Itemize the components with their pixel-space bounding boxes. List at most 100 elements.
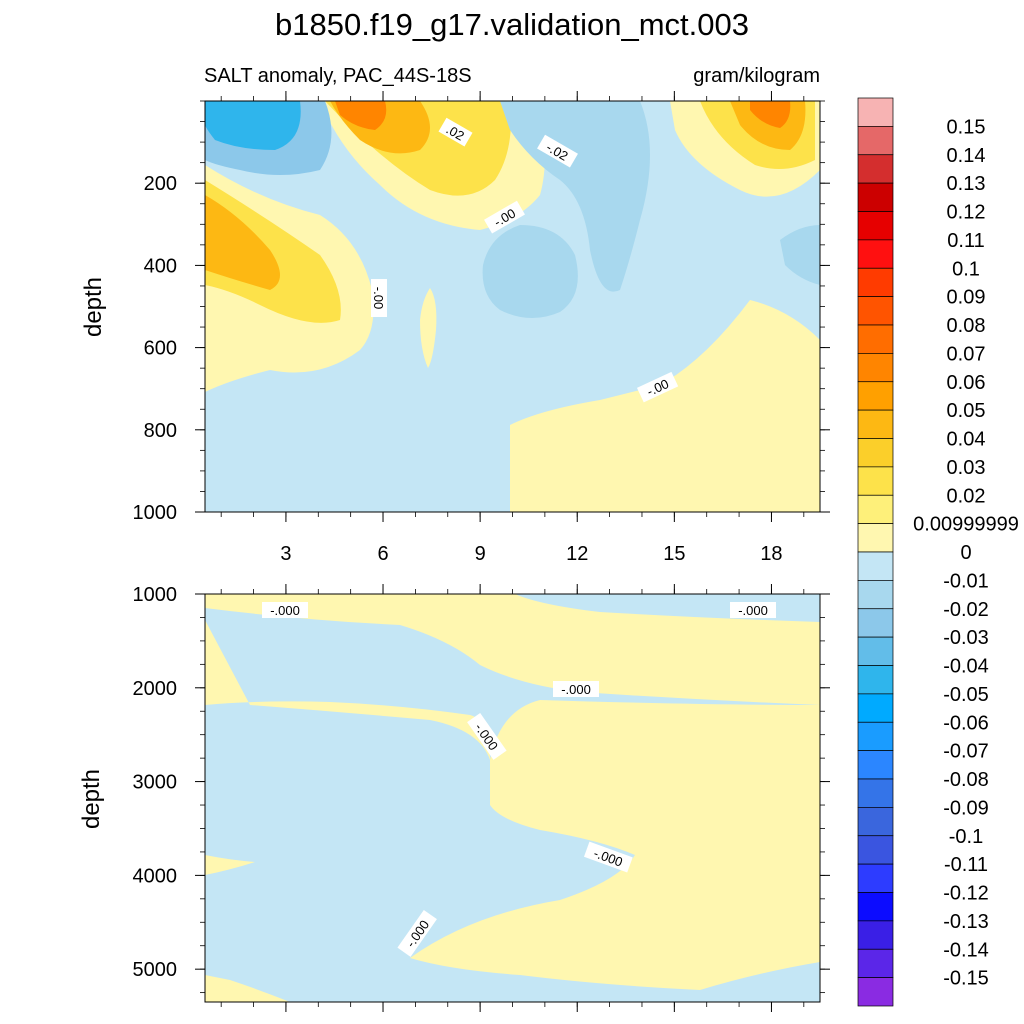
colorbar-swatch <box>857 523 894 553</box>
contour-label: -.00 <box>371 279 387 317</box>
contour-label: -.000 <box>730 602 776 618</box>
y-tick-label: 200 <box>144 173 177 195</box>
colorbar-label: 0.06 <box>947 372 986 394</box>
y-tick-label: 400 <box>144 255 177 277</box>
colorbar-label: 0.05 <box>947 400 986 422</box>
chart-title: b1850.f19_g17.validation_mct.003 <box>275 7 749 42</box>
colorbar-swatch <box>857 636 894 666</box>
colorbar-label: -0.13 <box>943 911 989 933</box>
chart-subtitle-left: SALT anomaly, PAC_44S-18S <box>204 65 472 87</box>
colorbar-swatch <box>857 750 894 780</box>
colorbar-swatch <box>857 494 894 524</box>
lower-region-upper-positive <box>205 594 820 705</box>
colorbar-label: 0.13 <box>947 173 986 195</box>
lower-region-west-tip <box>205 855 255 875</box>
colorbar-label: 0.14 <box>947 145 986 167</box>
colorbar-swatch <box>857 721 894 751</box>
contour-label-text: -.000 <box>738 603 768 618</box>
x-tick-label: 9 <box>475 543 486 565</box>
contour-label-bg <box>262 602 308 618</box>
colorbar-label: 0.03 <box>947 457 986 479</box>
colorbar-swatch <box>857 154 894 184</box>
colorbar-label: 0.00999999 <box>913 514 1019 536</box>
contour-label-text: -.000 <box>561 682 591 697</box>
colorbar-swatch <box>857 353 894 383</box>
colorbar-label: -0.12 <box>943 883 989 905</box>
x-tick-label: 12 <box>566 543 588 565</box>
colorbar-swatch <box>857 239 894 269</box>
y-tick-label: 1000 <box>133 502 178 524</box>
contour-label: -.000 <box>262 602 308 618</box>
contour-label-bg <box>730 602 776 618</box>
colorbar-label: -0.05 <box>943 684 989 706</box>
upper-region-west-subsurface-04 <box>205 195 280 290</box>
colorbar-label: -0.08 <box>943 769 989 791</box>
colorbar-swatch <box>857 466 894 496</box>
colorbar-swatch <box>857 381 894 411</box>
colorbar-label: 0.1 <box>952 258 980 280</box>
colorbar-label: 0.15 <box>947 116 986 138</box>
colorbar-swatch <box>857 977 894 1007</box>
colorbar-swatch <box>857 863 894 893</box>
lower-panel <box>204 593 821 1003</box>
x-tick-label: 3 <box>280 543 291 565</box>
colorbar-label: 0.07 <box>947 343 986 365</box>
colorbar-swatch <box>857 409 894 439</box>
colorbar-swatch <box>857 665 894 695</box>
colorbar-label: 0.12 <box>947 202 986 224</box>
contour-label-bg <box>553 681 599 697</box>
lower-region-bottom-positive <box>205 975 290 1002</box>
colorbar-swatch <box>857 693 894 723</box>
upper-panel <box>204 100 821 513</box>
axes-layer: 3 6 9 12 15 18 200 400 600 800 1000 1000 2000 3000 400… <box>133 91 830 1012</box>
colorbar-label: -0.14 <box>943 939 989 961</box>
colorbar-swatch <box>857 778 894 808</box>
y-tick-label: 4000 <box>133 865 178 887</box>
contour-label-bg <box>467 712 507 760</box>
upper-region-east-07 <box>750 101 791 128</box>
contour-label-bg <box>636 371 679 403</box>
colorbar-swatch <box>857 551 894 581</box>
colorbar-label: -0.15 <box>943 968 989 990</box>
colorbar-swatch <box>857 948 894 978</box>
colorbar-swatch <box>857 211 894 241</box>
colorbar-label: 0.02 <box>947 485 986 507</box>
colorbar-label: 0 <box>960 542 971 564</box>
contour-label: -.00 <box>484 200 525 234</box>
upper-region-west-negative-04 <box>205 101 301 150</box>
colorbar: 0.15 0.14 0.13 0.12 0.11 0.1 0.09 0.08 0.07 0.06 0… <box>857 97 1019 1007</box>
y-tick-label: 3000 <box>133 772 178 794</box>
contour-label-bg <box>484 200 525 234</box>
colorbar-label: -0.07 <box>943 741 989 763</box>
colorbar-swatch <box>857 126 894 156</box>
upper-region-negative-patch <box>482 225 578 319</box>
colorbar-swatch <box>857 920 894 950</box>
y-tick-label: 600 <box>144 338 177 360</box>
colorbar-label: -0.11 <box>944 854 988 876</box>
colorbar-label: -0.02 <box>943 599 989 621</box>
colorbar-label: 0.08 <box>947 315 986 337</box>
contour-label-bg <box>583 841 633 873</box>
lower-y-axis-label: depth <box>78 769 105 829</box>
colorbar-label: -0.03 <box>943 627 989 649</box>
contour-label-bg <box>537 134 578 168</box>
colorbar-swatch <box>857 835 894 865</box>
colorbar-label: -0.01 <box>943 570 989 592</box>
colorbar-label: 0.04 <box>947 429 986 451</box>
colorbar-swatch <box>857 296 894 326</box>
y-tick-label: 2000 <box>133 678 178 700</box>
upper-region-west-edge-negative <box>780 225 820 285</box>
colorbar-swatch <box>857 580 894 610</box>
colorbar-swatch <box>857 892 894 922</box>
chart-subtitle-right: gram/kilogram <box>693 65 820 87</box>
colorbar-label: -0.09 <box>943 797 989 819</box>
colorbar-label: -0.1 <box>949 826 983 848</box>
colorbar-swatch <box>857 807 894 837</box>
contour-label-text: -.000 <box>270 603 300 618</box>
colorbar-label: 0.11 <box>947 230 984 252</box>
colorbar-swatch <box>857 267 894 297</box>
colorbar-swatch <box>857 608 894 638</box>
upper-region-small-positive <box>420 288 437 368</box>
contour-label: -.000 <box>553 681 599 697</box>
